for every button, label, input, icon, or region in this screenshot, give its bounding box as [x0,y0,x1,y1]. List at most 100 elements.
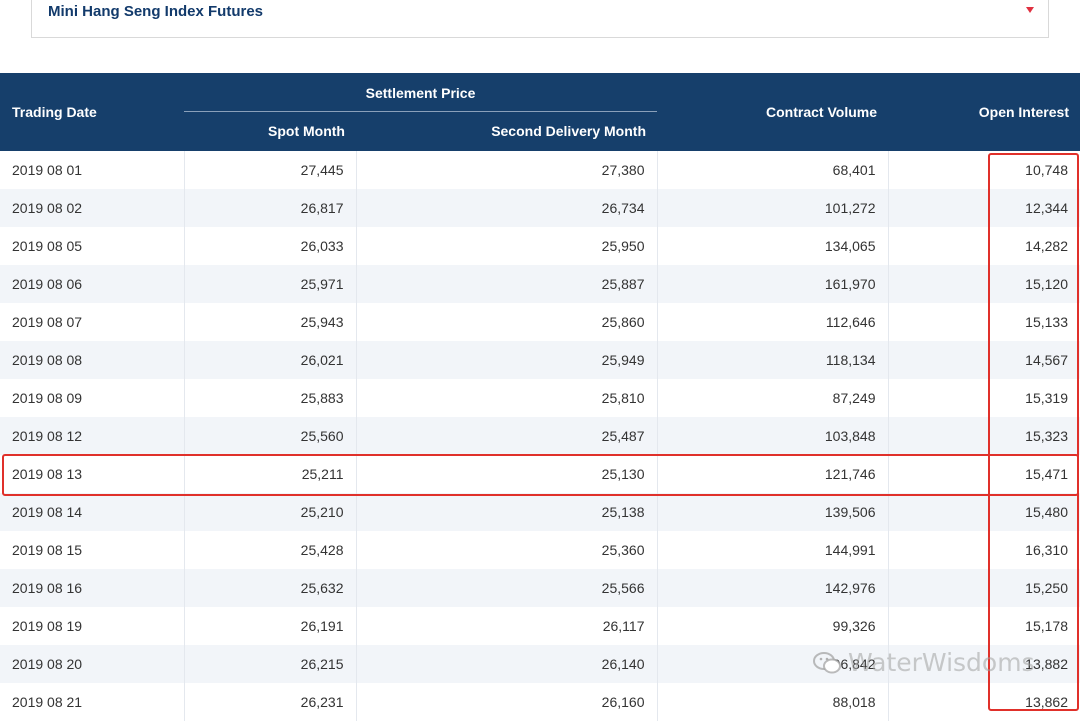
spot-month-cell: 25,210 [183,493,356,531]
contract-volume-cell: 118,134 [656,341,888,379]
table-row: 2019 08 09 25,883 25,810 87,249 15,319 [0,379,1080,417]
table-row: 2019 08 14 25,210 25,138 139,506 15,480 [0,493,1080,531]
contract-volume-cell: 139,506 [656,493,888,531]
trading-date-cell: 2019 08 14 [0,493,184,531]
trading-date-cell: 2019 08 01 [12,162,83,178]
header-settlement-price: Settlement Price [184,73,657,111]
table-row: 2019 08 02 26,817 26,734 101,272 12,344 [0,189,1080,227]
table-row: 2019 08 12 25,560 25,487 103,848 15,323 [0,417,1080,455]
trading-date-cell: 2019 08 07 [12,314,83,330]
second-delivery-month-cell: 26,160 [355,683,657,721]
trading-date-cell: 2019 08 02 [0,189,184,227]
contract-volume-cell: 112,646 [656,303,888,341]
contract-volume-cell: 96,842 [656,645,888,683]
table-row: 2019 08 13 25,211 25,130 121,746 15,471 [0,455,1080,493]
spot-month-cell: 26,033 [183,227,356,265]
second-delivery-month-cell: 25,810 [355,379,657,417]
open-interest-cell: 13,882 [887,645,1080,683]
second-delivery-month-cell: 25,130 [355,455,657,493]
spot-month-cell: 25,943 [183,303,356,341]
spot-month-cell: 25,632 [183,569,356,607]
contract-volume-cell: 134,065 [656,227,888,265]
table-row: 2019 08 15 25,428 25,360 144,991 16,310 [0,531,1080,569]
watermark-text: WaterWisdoms [848,648,1035,677]
open-interest-cell: 15,471 [887,455,1080,493]
open-interest-cell: 15,480 [887,493,1080,531]
header-spot-month: Spot Month [184,110,356,151]
settlement-table: Trading Date Settlement Price Contract V… [0,73,1080,721]
open-interest-cell: 15,178 [887,607,1080,645]
trading-date-cell: 2019 08 08 [0,341,184,379]
contract-volume-cell: 101,272 [656,189,888,227]
product-select[interactable]: Mini Hang Seng Index Futures [31,0,1049,38]
table-body: 2019 08 01 27,445 27,380 68,401 10,748 2019 0… [0,151,1080,721]
second-delivery-month-cell: 25,487 [355,417,657,455]
chevron-down-icon[interactable] [1026,7,1034,13]
open-interest-cell: 15,250 [887,569,1080,607]
header-trading-date: Trading Date [0,73,184,151]
table-row: 2019 08 20 26,215 26,140 96,842 13,882 [0,645,1080,683]
spot-month-cell: 27,445 [183,151,356,189]
product-select-value: Mini Hang Seng Index Futures [48,3,264,20]
table-row: 2019 08 07 25,943 25,860 112,646 15,133 [0,303,1080,341]
table-row: 2019 08 06 25,971 25,887 161,970 15,120 [0,265,1080,303]
contract-volume-cell: 161,970 [656,265,888,303]
trading-date-cell: 2019 08 20 [0,645,184,683]
spot-month-cell: 26,021 [183,341,356,379]
contract-volume-cell: 144,991 [656,531,888,569]
open-interest-cell: 15,133 [887,303,1080,341]
trading-date-cell: 2019 08 05 [12,238,83,254]
open-interest-cell: 10,748 [887,151,1080,189]
second-delivery-month-cell: 25,887 [355,265,657,303]
second-delivery-month-cell: 26,734 [355,189,657,227]
second-delivery-month-cell: 25,860 [355,303,657,341]
trading-date-cell: 2019 08 16 [0,569,184,607]
spot-month-cell: 25,971 [183,265,356,303]
header-settlement-price-label: Settlement Price [365,84,476,101]
second-delivery-month-cell: 26,140 [355,645,657,683]
contract-volume-cell: 142,976 [656,569,888,607]
contract-volume-cell: 68,401 [656,151,888,189]
open-interest-cell: 16,310 [887,531,1080,569]
open-interest-cell: 15,323 [887,417,1080,455]
second-delivery-month-cell: 27,380 [355,151,657,189]
second-delivery-month-cell: 25,360 [355,531,657,569]
contract-volume-cell: 99,326 [656,607,888,645]
open-interest-cell: 15,319 [887,379,1080,417]
second-delivery-month-cell: 25,566 [355,569,657,607]
trading-date-cell: 2019 08 09 [12,390,83,406]
spot-month-cell: 25,560 [183,417,356,455]
trading-date-cell: 2019 08 21 [12,694,83,710]
table-row: 2019 08 21 26,231 26,160 88,018 13,862 [0,683,1080,721]
second-delivery-month-cell: 25,949 [355,341,657,379]
spot-month-cell: 26,231 [183,683,356,721]
wechat-icon [813,651,841,673]
open-interest-cell: 14,567 [887,341,1080,379]
spot-month-cell: 26,191 [183,607,356,645]
second-delivery-month-cell: 25,950 [355,227,657,265]
trading-date-cell: 2019 08 15 [12,542,83,558]
trading-date-cell: 2019 08 12 [0,417,184,455]
contract-volume-cell: 88,018 [656,683,888,721]
spot-month-cell: 26,215 [183,645,356,683]
second-delivery-month-cell: 25,138 [355,493,657,531]
trading-date-cell: 2019 08 06 [0,265,184,303]
trading-date-cell: 2019 08 19 [12,618,83,634]
open-interest-cell: 15,120 [887,265,1080,303]
table-row: 2019 08 19 26,191 26,117 99,326 15,178 [0,607,1080,645]
open-interest-cell: 14,282 [887,227,1080,265]
contract-volume-cell: 121,746 [656,455,888,493]
second-delivery-month-cell: 26,117 [355,607,657,645]
header-second-delivery-month: Second Delivery Month [356,110,657,151]
table-row: 2019 08 08 26,021 25,949 118,134 14,567 [0,341,1080,379]
spot-month-cell: 26,817 [183,189,356,227]
table-row: 2019 08 05 26,033 25,950 134,065 14,282 [0,227,1080,265]
open-interest-cell: 12,344 [887,189,1080,227]
spot-month-cell: 25,428 [183,531,356,569]
contract-volume-cell: 87,249 [656,379,888,417]
spot-month-cell: 25,211 [183,455,356,493]
header-open-interest: Open Interest [888,73,1080,151]
open-interest-cell: 13,862 [887,683,1080,721]
table-row: 2019 08 16 25,632 25,566 142,976 15,250 [0,569,1080,607]
contract-volume-cell: 103,848 [656,417,888,455]
